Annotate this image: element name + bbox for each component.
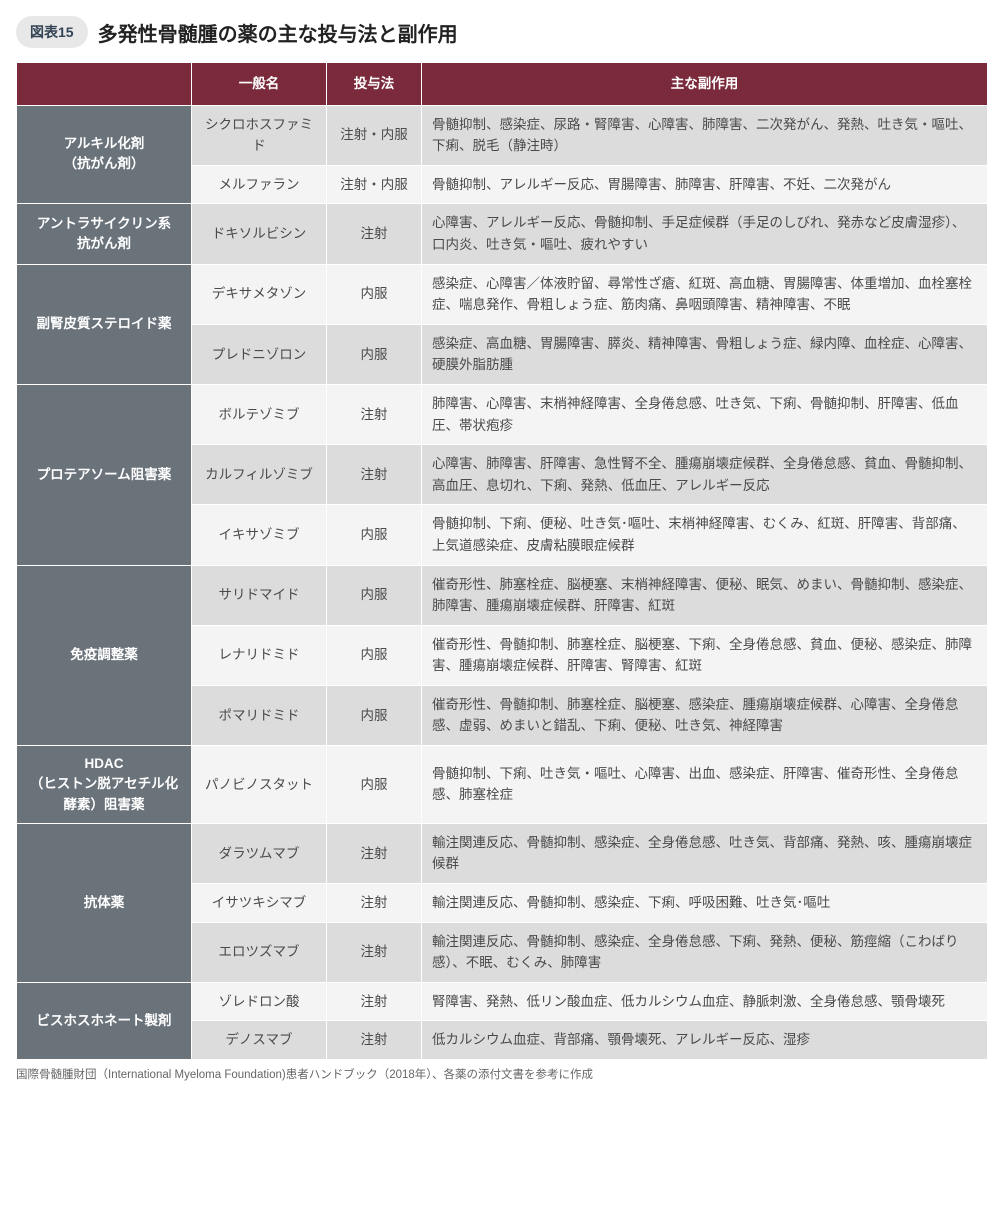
side-effects-cell: 肺障害、心障害、末梢神経障害、全身倦怠感、吐き気、下痢、骨髄抑制、肝障害、低血圧…	[422, 384, 988, 444]
method-cell: 内服	[327, 505, 422, 565]
side-effects-cell: 催奇形性、骨髄抑制、肺塞栓症、脳梗塞、感染症、腫瘍崩壊症候群、心障害、全身倦怠感…	[422, 685, 988, 745]
method-cell: 内服	[327, 324, 422, 384]
table-row: プロテアソーム阻害薬ボルテゾミブ注射肺障害、心障害、末梢神経障害、全身倦怠感、吐…	[17, 384, 988, 444]
method-cell: 注射	[327, 1021, 422, 1060]
method-cell: 注射	[327, 982, 422, 1021]
side-effects-cell: 骨髄抑制、アレルギー反応、胃腸障害、肺障害、肝障害、不妊、二次発がん	[422, 165, 988, 204]
generic-name-cell: パノビノスタット	[192, 746, 327, 824]
side-effects-cell: 輸注関連反応、骨髄抑制、感染症、全身倦怠感、吐き気、背部痛、発熱、咳、腫瘍崩壊症…	[422, 823, 988, 883]
generic-name-cell: ボルテゾミブ	[192, 384, 327, 444]
generic-name-cell: エロツズマブ	[192, 922, 327, 982]
col-header-category	[17, 63, 192, 106]
generic-name-cell: ポマリドミド	[192, 685, 327, 745]
side-effects-cell: 輸注関連反応、骨髄抑制、感染症、全身倦怠感、下痢、発熱、便秘、筋痙縮（こわばり感…	[422, 922, 988, 982]
figure-label-badge: 図表15	[16, 16, 88, 48]
category-cell: アントラサイクリン系抗がん剤	[17, 204, 192, 264]
col-header-generic: 一般名	[192, 63, 327, 106]
method-cell: 内服	[327, 264, 422, 324]
category-cell: 抗体薬	[17, 823, 192, 982]
method-cell: 注射	[327, 823, 422, 883]
table-row: HDAC（ヒストン脱アセチル化酵素）阻害薬パノビノスタット内服骨髄抑制、下痢、吐…	[17, 746, 988, 824]
table-row: ビスホスホネート製剤ゾレドロン酸注射腎障害、発熱、低リン酸血症、低カルシウム血症…	[17, 982, 988, 1021]
category-cell: 副腎皮質ステロイド薬	[17, 264, 192, 384]
category-cell: 免疫調整薬	[17, 565, 192, 746]
generic-name-cell: ゾレドロン酸	[192, 982, 327, 1021]
col-header-method: 投与法	[327, 63, 422, 106]
figure-header: 図表15 多発性骨髄腫の薬の主な投与法と副作用	[16, 16, 988, 48]
generic-name-cell: ドキソルビシン	[192, 204, 327, 264]
generic-name-cell: サリドマイド	[192, 565, 327, 625]
category-cell: HDAC（ヒストン脱アセチル化酵素）阻害薬	[17, 746, 192, 824]
method-cell: 注射	[327, 445, 422, 505]
side-effects-cell: 腎障害、発熱、低リン酸血症、低カルシウム血症、静脈刺激、全身倦怠感、顎骨壊死	[422, 982, 988, 1021]
method-cell: 内服	[327, 565, 422, 625]
method-cell: 注射	[327, 204, 422, 264]
side-effects-cell: 感染症、心障害／体液貯留、尋常性ざ瘡、紅斑、高血糖、胃腸障害、体重増加、血栓塞栓…	[422, 264, 988, 324]
drug-table: 一般名 投与法 主な副作用 アルキル化剤（抗がん剤）シクロホスファミド注射・内服…	[16, 62, 988, 1060]
table-row: アルキル化剤（抗がん剤）シクロホスファミド注射・内服骨髄抑制、感染症、尿路・腎障…	[17, 105, 988, 165]
category-cell: ビスホスホネート製剤	[17, 982, 192, 1059]
side-effects-cell: 感染症、高血糖、胃腸障害、膵炎、精神障害、骨粗しょう症、緑内障、血栓症、心障害、…	[422, 324, 988, 384]
table-row: 免疫調整薬サリドマイド内服催奇形性、肺塞栓症、脳梗塞、末梢神経障害、便秘、眠気、…	[17, 565, 988, 625]
generic-name-cell: カルフィルゾミブ	[192, 445, 327, 505]
generic-name-cell: イキサゾミブ	[192, 505, 327, 565]
method-cell: 内服	[327, 685, 422, 745]
generic-name-cell: プレドニゾロン	[192, 324, 327, 384]
side-effects-cell: 催奇形性、肺塞栓症、脳梗塞、末梢神経障害、便秘、眠気、めまい、骨髄抑制、感染症、…	[422, 565, 988, 625]
side-effects-cell: 心障害、肺障害、肝障害、急性腎不全、腫瘍崩壊症候群、全身倦怠感、貧血、骨髄抑制、…	[422, 445, 988, 505]
generic-name-cell: ダラツムマブ	[192, 823, 327, 883]
generic-name-cell: レナリドミド	[192, 625, 327, 685]
table-row: 副腎皮質ステロイド薬デキサメタゾン内服感染症、心障害／体液貯留、尋常性ざ瘡、紅斑…	[17, 264, 988, 324]
category-cell: プロテアソーム阻害薬	[17, 384, 192, 565]
method-cell: 注射・内服	[327, 105, 422, 165]
method-cell: 注射	[327, 922, 422, 982]
method-cell: 注射・内服	[327, 165, 422, 204]
col-header-side: 主な副作用	[422, 63, 988, 106]
generic-name-cell: デキサメタゾン	[192, 264, 327, 324]
table-row: 抗体薬ダラツムマブ注射輸注関連反応、骨髄抑制、感染症、全身倦怠感、吐き気、背部痛…	[17, 823, 988, 883]
generic-name-cell: イサツキシマブ	[192, 884, 327, 923]
generic-name-cell: メルファラン	[192, 165, 327, 204]
category-cell: アルキル化剤（抗がん剤）	[17, 105, 192, 204]
figure-title: 多発性骨髄腫の薬の主な投与法と副作用	[98, 18, 458, 47]
generic-name-cell: シクロホスファミド	[192, 105, 327, 165]
side-effects-cell: 催奇形性、骨髄抑制、肺塞栓症、脳梗塞、下痢、全身倦怠感、貧血、便秘、感染症、肺障…	[422, 625, 988, 685]
side-effects-cell: 輸注関連反応、骨髄抑制、感染症、下痢、呼吸困難、吐き気･嘔吐	[422, 884, 988, 923]
side-effects-cell: 骨髄抑制、感染症、尿路・腎障害、心障害、肺障害、二次発がん、発熱、吐き気・嘔吐、…	[422, 105, 988, 165]
side-effects-cell: 骨髄抑制、下痢、便秘、吐き気･嘔吐、末梢神経障害、むくみ、紅斑、肝障害、背部痛、…	[422, 505, 988, 565]
method-cell: 内服	[327, 625, 422, 685]
table-body: アルキル化剤（抗がん剤）シクロホスファミド注射・内服骨髄抑制、感染症、尿路・腎障…	[17, 105, 988, 1059]
method-cell: 注射	[327, 384, 422, 444]
side-effects-cell: 心障害、アレルギー反応、骨髄抑制、手足症候群（手足のしびれ、発赤など皮膚湿疹）、…	[422, 204, 988, 264]
table-header-row: 一般名 投与法 主な副作用	[17, 63, 988, 106]
footnote-text: 国際骨髄腫財団（International Myeloma Foundation…	[16, 1066, 988, 1082]
method-cell: 注射	[327, 884, 422, 923]
generic-name-cell: デノスマブ	[192, 1021, 327, 1060]
table-row: アントラサイクリン系抗がん剤ドキソルビシン注射心障害、アレルギー反応、骨髄抑制、…	[17, 204, 988, 264]
side-effects-cell: 低カルシウム血症、背部痛、顎骨壊死、アレルギー反応、湿疹	[422, 1021, 988, 1060]
method-cell: 内服	[327, 746, 422, 824]
side-effects-cell: 骨髄抑制、下痢、吐き気・嘔吐、心障害、出血、感染症、肝障害、催奇形性、全身倦怠感…	[422, 746, 988, 824]
